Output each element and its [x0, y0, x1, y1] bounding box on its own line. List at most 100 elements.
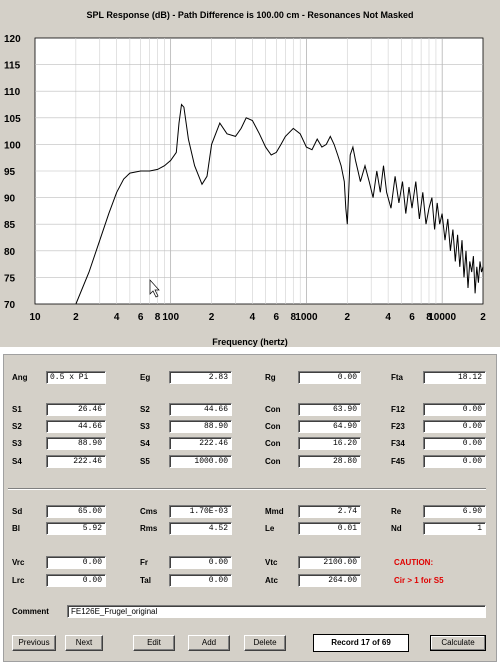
previous-button[interactable]: Previous: [12, 635, 56, 651]
s1-label: S1: [12, 405, 22, 414]
con3-label: Con: [265, 439, 281, 448]
con3-input[interactable]: 16.20: [298, 437, 361, 450]
eg-input[interactable]: 2.83: [169, 371, 232, 384]
cms-input[interactable]: 1.70E-03: [169, 505, 232, 518]
x-tick-label: 2: [209, 312, 215, 323]
add-button[interactable]: Add: [188, 635, 230, 651]
con2-input[interactable]: 64.90: [298, 420, 361, 433]
vrc-label: Vrc: [12, 558, 25, 567]
f45-input[interactable]: 0.00: [423, 455, 486, 468]
rg-label: Rg: [265, 373, 276, 382]
comment-input[interactable]: FE126E_Frugel_original: [67, 605, 486, 618]
s2-input[interactable]: 44.66: [46, 420, 106, 433]
rms-input[interactable]: 4.52: [169, 522, 232, 535]
sd-label: Sd: [12, 507, 23, 516]
x-tick-label: 100: [162, 312, 179, 323]
x-tick-label: 2: [73, 312, 79, 323]
s3-label-col2: S3: [140, 422, 150, 431]
lrc-input[interactable]: 0.00: [46, 574, 106, 587]
s5-label: S5: [140, 457, 150, 466]
atc-label: Atc: [265, 576, 278, 585]
s3-input-col2[interactable]: 88.90: [169, 420, 232, 433]
f45-label: F45: [391, 457, 405, 466]
s1-input[interactable]: 26.46: [46, 403, 106, 416]
atc-input[interactable]: 264.00: [298, 574, 361, 587]
chart-title: SPL Response (dB) - Path Difference is 1…: [86, 10, 414, 20]
y-tick-label: 95: [4, 167, 16, 178]
calculate-button[interactable]: Calculate: [430, 635, 486, 651]
ang-input[interactable]: 0.5 x Pi: [46, 371, 106, 384]
f23-input[interactable]: 0.00: [423, 420, 486, 433]
x-tick-label: 8: [155, 312, 161, 323]
y-tick-label: 120: [4, 34, 21, 45]
vrc-input[interactable]: 0.00: [46, 556, 106, 569]
f34-input[interactable]: 0.00: [423, 437, 486, 450]
bl-label: Bl: [12, 524, 20, 533]
s3-label: S3: [12, 439, 22, 448]
y-tick-label: 75: [4, 273, 16, 284]
s2-label: S2: [12, 422, 22, 431]
tal-input[interactable]: 0.00: [169, 574, 232, 587]
s3-input[interactable]: 88.90: [46, 437, 106, 450]
x-tick-label: 4: [114, 312, 120, 323]
vtc-input[interactable]: 2100.00: [298, 556, 361, 569]
chart-grid: [35, 38, 483, 304]
y-tick-label: 85: [4, 220, 16, 231]
caution-message: Cir > 1 for S5: [394, 576, 444, 585]
fta-label: Fta: [391, 373, 403, 382]
lrc-label: Lrc: [12, 576, 25, 585]
delete-button[interactable]: Delete: [244, 635, 286, 651]
mmd-input[interactable]: 2.74: [298, 505, 361, 518]
sd-input[interactable]: 65.00: [46, 505, 106, 518]
y-tick-label: 100: [4, 140, 21, 151]
edit-button[interactable]: Edit: [133, 635, 175, 651]
s2-input-col2[interactable]: 44.66: [169, 403, 232, 416]
s4-label-col2: S4: [140, 439, 150, 448]
x-tick-label: 8: [290, 312, 296, 323]
le-label: Le: [265, 524, 275, 533]
x-tick-label: 6: [409, 312, 415, 323]
x-tick-label: 6: [138, 312, 144, 323]
bl-input[interactable]: 5.92: [46, 522, 106, 535]
record-counter: Record 17 of 69: [313, 634, 409, 652]
f34-label: F34: [391, 439, 405, 448]
con1-input[interactable]: 63.90: [298, 403, 361, 416]
mouse-cursor-icon: [149, 279, 160, 298]
y-tick-label: 70: [4, 300, 16, 311]
x-tick-label: 6: [274, 312, 280, 323]
next-button[interactable]: Next: [65, 635, 103, 651]
con4-input[interactable]: 28.80: [298, 455, 361, 468]
caution-title: CAUTION:: [394, 558, 434, 567]
re-input[interactable]: 6.90: [423, 505, 486, 518]
rms-label: Rms: [140, 524, 158, 533]
nd-input[interactable]: 1: [423, 522, 486, 535]
rg-input[interactable]: 0.00: [298, 371, 361, 384]
y-tick-label: 80: [4, 247, 16, 258]
s4-label: S4: [12, 457, 22, 466]
s5-input[interactable]: 1000.00: [169, 455, 232, 468]
fr-label: Fr: [140, 558, 148, 567]
s4-input-col2[interactable]: 222.46: [169, 437, 232, 450]
spl-curve-series: [75, 103, 484, 305]
y-tick-label: 105: [4, 114, 21, 125]
x-tick-label: 2: [345, 312, 351, 323]
fr-input[interactable]: 0.00: [169, 556, 232, 569]
x-tick-label: 4: [385, 312, 391, 323]
vtc-label: Vtc: [265, 558, 278, 567]
ang-label: Ang: [12, 373, 28, 382]
x-tick-label: 8: [426, 312, 432, 323]
con1-label: Con: [265, 405, 281, 414]
mmd-label: Mmd: [265, 507, 284, 516]
x-tick-label: 1000: [295, 312, 318, 323]
x-tick-label: 2: [480, 312, 486, 323]
f12-input[interactable]: 0.00: [423, 403, 486, 416]
x-tick-label: 10: [29, 312, 41, 323]
le-input[interactable]: 0.01: [298, 522, 361, 535]
fta-input[interactable]: 18.12: [423, 371, 486, 384]
x-axis-title: Frequency (hertz): [212, 337, 288, 347]
x-tick-label: 10000: [428, 312, 456, 323]
s4-input[interactable]: 222.46: [46, 455, 106, 468]
y-tick-labels: 70 75 80 85 90 95 100 105 110 115 120: [4, 34, 21, 311]
